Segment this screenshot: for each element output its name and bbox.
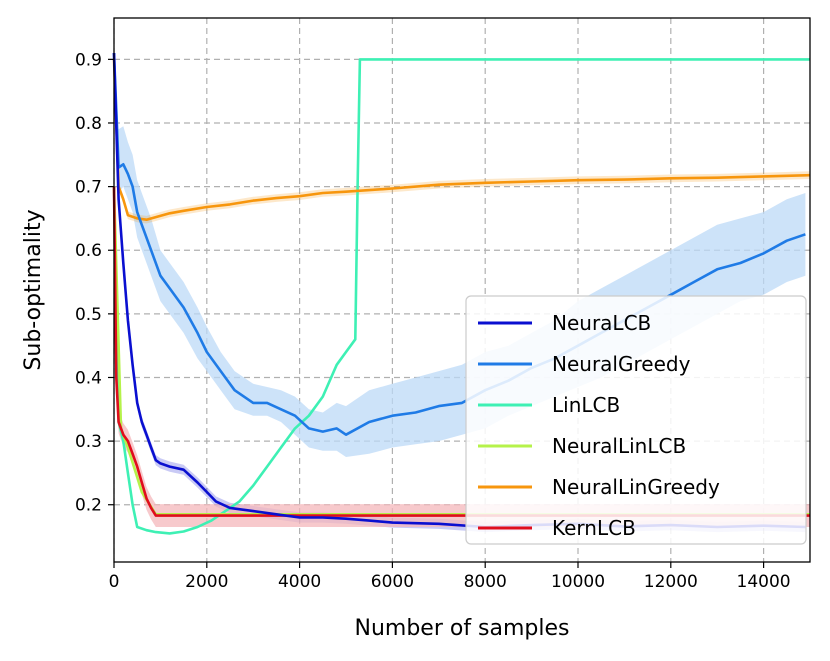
y-tick-label: 0.4 [75, 368, 102, 388]
x-tick-label: 4000 [278, 572, 321, 592]
series-line-neurallingreedy [114, 59, 810, 219]
y-tick-label: 0.7 [75, 178, 102, 198]
x-tick-label: 8000 [464, 572, 507, 592]
y-axis-title: Sub-optimality [21, 209, 46, 370]
legend-label: NeuralGreedy [552, 352, 691, 376]
x-tick-label: 0 [109, 572, 120, 592]
y-tick-label: 0.8 [75, 114, 102, 134]
x-tick-label: 12000 [644, 572, 698, 592]
legend-label: NeuralLinGreedy [552, 475, 720, 499]
legend: NeuraLCB NeuralGreedy LinLCB NeuralLinLCB Ne… [466, 296, 806, 544]
legend-label: NeuraLCB [552, 311, 651, 335]
y-tick-label: 0.9 [75, 50, 102, 70]
x-tick-label: 6000 [371, 572, 414, 592]
x-tick-label: 2000 [185, 572, 228, 592]
x-tick-label: 10000 [551, 572, 605, 592]
legend-label: NeuralLinLCB [552, 434, 686, 458]
x-axis-title: Number of samples [354, 616, 569, 641]
y-tick-label: 0.3 [75, 432, 102, 452]
x-tick-label: 14000 [737, 572, 791, 592]
band-neurallingreedy [114, 56, 810, 224]
legend-label: KernLCB [552, 516, 636, 540]
y-tick-label: 0.6 [75, 241, 102, 261]
legend-label: LinLCB [552, 393, 620, 417]
y-tick-label: 0.2 [75, 496, 102, 516]
y-tick-label: 0.5 [75, 305, 102, 325]
